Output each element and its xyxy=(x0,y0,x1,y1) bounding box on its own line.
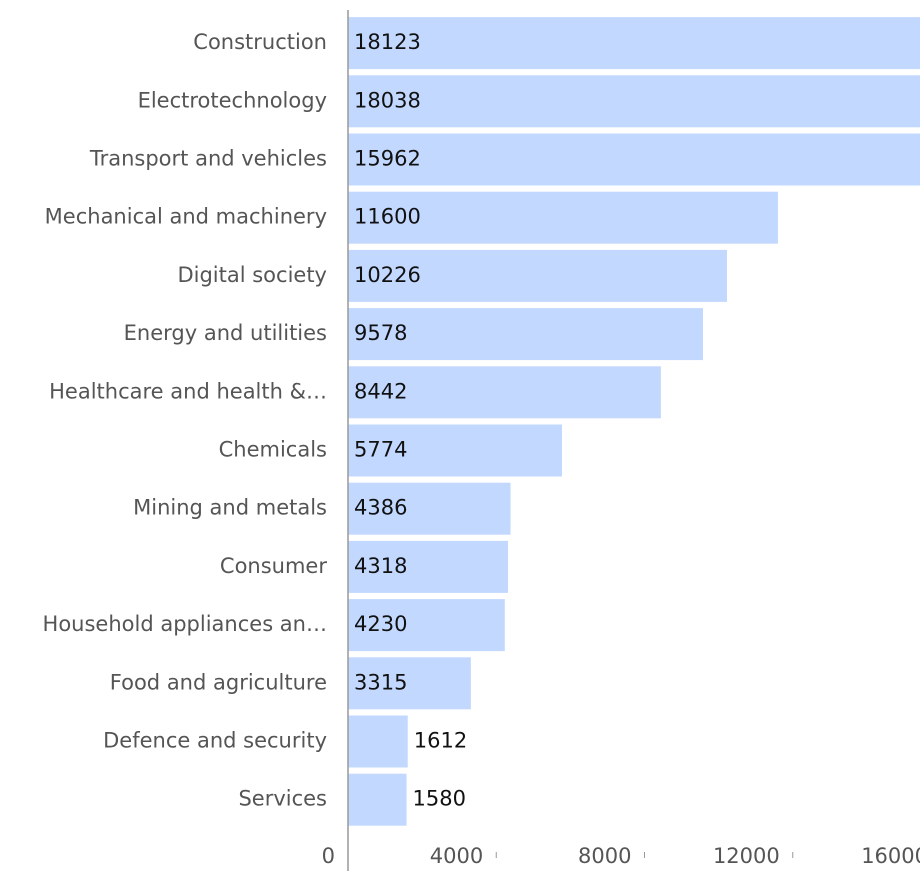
bar xyxy=(348,191,778,244)
x-tick-label: 0 xyxy=(322,844,335,868)
bar xyxy=(348,657,471,710)
value-label: 4318 xyxy=(354,554,407,578)
x-tick-label: 8000 xyxy=(578,844,631,868)
value-label: 15962 xyxy=(354,147,421,171)
category-label: Electrotechnology xyxy=(138,88,327,112)
value-label: 11600 xyxy=(354,205,421,229)
bar xyxy=(348,249,728,302)
value-label: 3315 xyxy=(354,670,407,694)
value-label: 8442 xyxy=(354,379,407,403)
category-label: Mining and metals xyxy=(133,496,327,520)
category-label: Construction xyxy=(193,30,327,54)
category-label: Digital society xyxy=(177,263,327,287)
bar xyxy=(348,424,562,477)
value-label: 10226 xyxy=(354,263,421,287)
category-label: Consumer xyxy=(220,554,327,578)
value-label: 18038 xyxy=(354,88,421,112)
bar xyxy=(348,308,703,361)
category-label: Chemicals xyxy=(219,438,327,462)
bar xyxy=(348,17,920,70)
x-tick-label: 4000 xyxy=(430,844,483,868)
bar xyxy=(348,599,505,652)
value-label: 9578 xyxy=(354,321,407,345)
value-label: 18123 xyxy=(354,30,421,54)
value-label: 5774 xyxy=(354,438,407,462)
x-tick-label: 12000 xyxy=(713,844,780,868)
category-label: Food and agriculture xyxy=(110,670,327,694)
bar xyxy=(348,133,920,186)
bar xyxy=(348,540,509,593)
category-label: Healthcare and health &… xyxy=(49,379,327,403)
category-label: Transport and vehicles xyxy=(89,147,327,171)
category-label: Household appliances an… xyxy=(43,612,327,636)
value-label: 1580 xyxy=(413,787,466,811)
category-label: Services xyxy=(238,787,327,811)
bar xyxy=(348,715,408,768)
category-label: Mechanical and machinery xyxy=(45,205,327,229)
bar xyxy=(348,482,511,535)
bar xyxy=(348,75,920,128)
bar xyxy=(348,366,661,419)
value-label: 1612 xyxy=(414,729,467,753)
category-label: Energy and utilities xyxy=(124,321,327,345)
category-label: Defence and security xyxy=(103,729,327,753)
value-label: 4230 xyxy=(354,612,407,636)
bar xyxy=(348,773,407,826)
x-tick-label: 16000 xyxy=(861,844,920,868)
value-label: 4386 xyxy=(354,496,407,520)
